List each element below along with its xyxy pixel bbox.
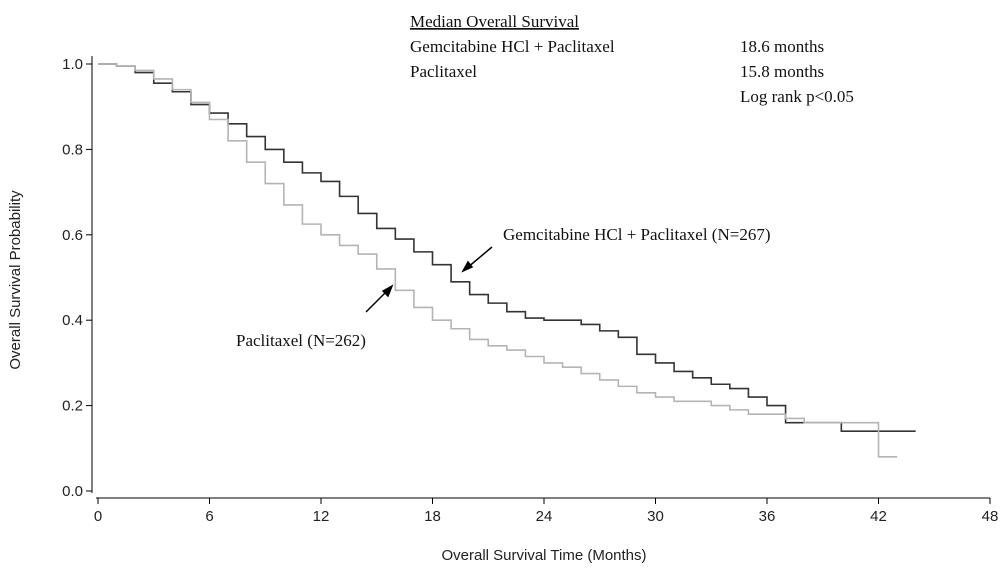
- arrow: [365, 289, 389, 313]
- annotation-label: Gemcitabine HCl + Paclitaxel: [410, 37, 615, 56]
- x-tick-label: 42: [870, 508, 887, 525]
- series-label: Paclitaxel (N=262): [236, 331, 366, 350]
- x-tick-label: 36: [759, 508, 776, 525]
- annotation-note: Log rank p<0.05: [740, 87, 854, 106]
- arrow: [466, 246, 493, 269]
- x-tick-label: 24: [536, 508, 553, 525]
- y-tick-label: 0.6: [62, 227, 83, 244]
- x-tick-label: 48: [982, 508, 999, 525]
- x-axis-label: Overall Survival Time (Months): [441, 547, 646, 564]
- x-tick-label: 18: [424, 508, 441, 525]
- annotation-label: Paclitaxel: [410, 62, 477, 81]
- y-tick-label: 1.0: [62, 56, 83, 73]
- y-tick-label: 0.8: [62, 141, 83, 158]
- survival-curve: [98, 63, 898, 458]
- x-tick-label: 0: [94, 508, 102, 525]
- x-tick-label: 30: [647, 508, 664, 525]
- y-tick-label: 0.2: [62, 398, 83, 415]
- arrowhead: [381, 284, 394, 298]
- x-tick-label: 6: [205, 508, 213, 525]
- y-tick-label: 0.4: [62, 312, 83, 329]
- y-tick-label: 0.0: [62, 483, 83, 500]
- x-tick-label: 12: [313, 508, 330, 525]
- arrowhead: [461, 260, 474, 273]
- series-label: Gemcitabine HCl + Paclitaxel (N=267): [503, 225, 771, 244]
- annotation-title: Median Overall Survival: [410, 12, 579, 31]
- annotation-value: 15.8 months: [740, 62, 824, 81]
- annotation-value: 18.6 months: [740, 37, 824, 56]
- survival-curve: [98, 63, 916, 433]
- arrows: [365, 246, 493, 313]
- y-axis-label: Overall Survival Probability: [7, 190, 24, 370]
